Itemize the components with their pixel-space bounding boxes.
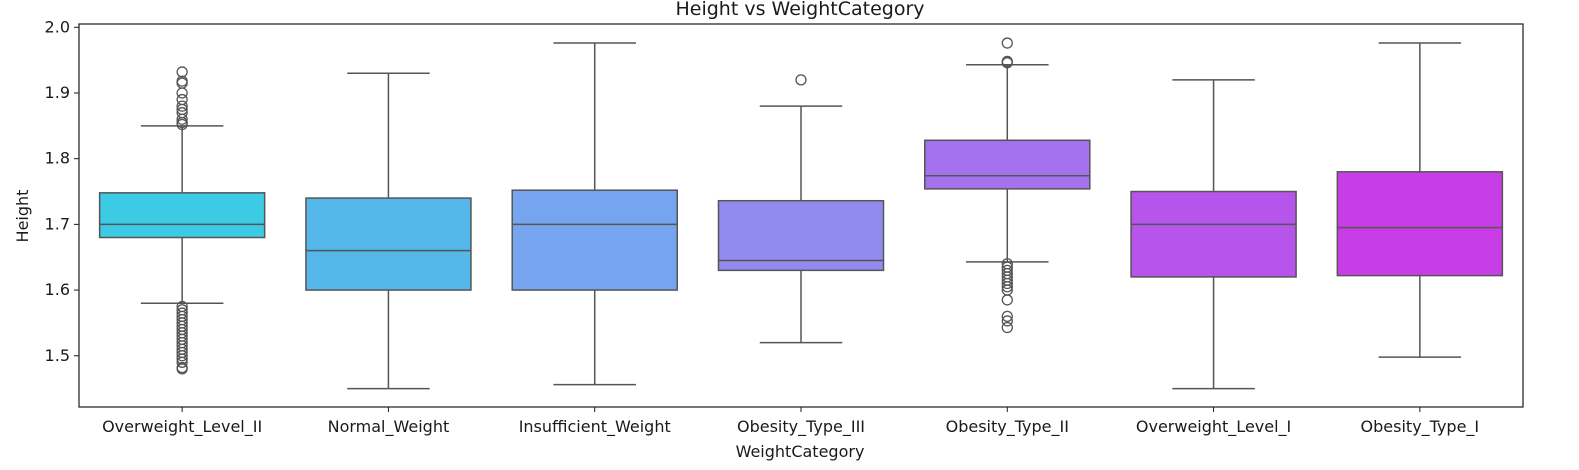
box-iqr (1336, 171, 1504, 277)
outlier-point (176, 350, 188, 362)
outlier-point (1001, 37, 1013, 49)
box-group (98, 66, 266, 375)
box-group (1336, 42, 1504, 358)
outlier-point (1001, 294, 1013, 306)
box-group (1130, 79, 1297, 390)
chart-title: Height vs WeightCategory (675, 0, 924, 20)
y-tick-label: 1.8 (45, 149, 70, 168)
box-iqr (511, 189, 678, 291)
y-tick-label: 1.7 (45, 214, 70, 233)
outlier-point (795, 74, 807, 86)
y-tick-label: 1.9 (45, 83, 70, 102)
x-tick-label: Insufficient_Weight (519, 417, 671, 437)
outlier-point (1001, 310, 1013, 322)
outlier-point (176, 363, 188, 375)
y-tick-label: 1.5 (45, 346, 70, 365)
box-iqr (924, 139, 1091, 190)
outlier-point (176, 356, 188, 368)
box-group (924, 37, 1091, 334)
outlier-point (176, 113, 188, 125)
x-tick-label: Obesity_Type_II (946, 417, 1069, 437)
x-tick-label: Obesity_Type_I (1361, 417, 1480, 437)
outlier-point (176, 66, 188, 78)
box-iqr (717, 199, 885, 272)
x-tick-label: Obesity_Type_III (737, 417, 865, 437)
outlier-point (176, 87, 188, 99)
box-iqr (1130, 190, 1297, 278)
y-axis: 1.5 1.6 1.7 1.8 1.9 2.0 (45, 17, 79, 365)
box-iqr (98, 192, 266, 239)
x-axis: Overweight_Level_II Normal_Weight Insuffic… (102, 407, 1479, 437)
box-iqr (305, 197, 472, 291)
y-tick-label: 2.0 (45, 17, 70, 36)
outlier-point (1001, 321, 1013, 334)
y-tick-label: 1.6 (45, 280, 70, 299)
outlier-point (1001, 277, 1013, 290)
x-axis-label: WeightCategory (736, 442, 865, 461)
outlier-point (176, 118, 188, 131)
box-group (511, 42, 678, 386)
box-group (305, 72, 472, 390)
x-tick-label: Overweight_Level_I (1136, 417, 1291, 437)
outlier-point (1001, 57, 1013, 69)
outlier-point (1001, 315, 1013, 327)
outlier-point (176, 100, 188, 112)
plot-area (98, 37, 1504, 390)
outlier-point (1001, 281, 1013, 293)
x-tick-label: Normal_Weight (328, 417, 450, 437)
y-axis-label: Height (13, 190, 32, 243)
x-tick-label: Overweight_Level_II (102, 417, 262, 437)
box-group (717, 74, 885, 344)
